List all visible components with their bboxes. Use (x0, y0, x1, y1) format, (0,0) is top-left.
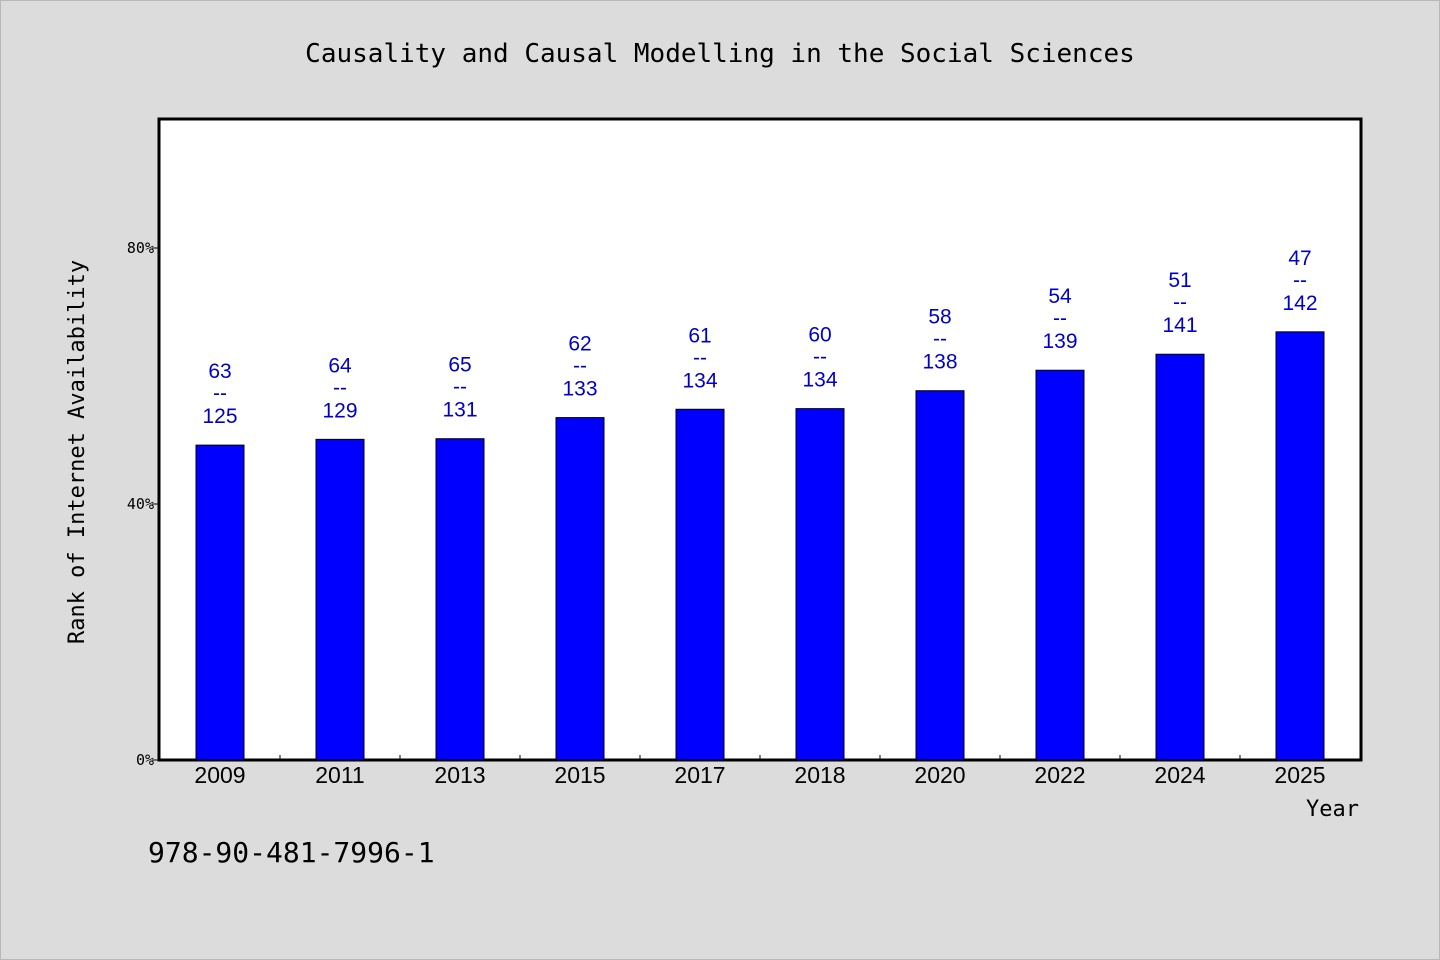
bar-2022 (1035, 369, 1085, 761)
data-label-bottom-2011: 129 (322, 399, 357, 422)
bar-2015 (555, 417, 605, 761)
x-axis: 2009 2011 2013 2015 2017 2018 2020 2022 2024 2025 (194, 755, 1326, 788)
y-axis-label: Rank of Internet Availability (65, 260, 90, 644)
bar-2018 (795, 408, 845, 761)
data-label-bottom-2009: 125 (202, 405, 237, 428)
y-tick-label-80pct: 80% (127, 239, 154, 257)
chart-title: Causality and Causal Modelling in the So… (305, 39, 1135, 69)
data-label-sep-2024: -- (1173, 291, 1187, 314)
data-label-sep-2017: -- (693, 346, 707, 369)
data-label-top-2025: 47 (1288, 247, 1311, 270)
data-label-top-2020: 58 (928, 306, 951, 329)
y-tick-label-0pct: 0% (136, 751, 154, 769)
data-label-sep-2025: -- (1293, 269, 1307, 292)
bar-2011 (315, 438, 365, 761)
y-axis: 0% 40% 80% (127, 239, 160, 769)
x-tick-label-2013: 2013 (434, 762, 485, 788)
isbn-footnote: 978-90-481-7996-1 (148, 836, 435, 869)
data-label-bottom-2018: 134 (802, 369, 837, 392)
data-label-bottom-2013: 131 (442, 399, 477, 422)
bar-2017 (675, 408, 725, 761)
bar-2025 (1275, 331, 1325, 761)
data-label-top-2011: 64 (328, 354, 352, 377)
data-label-sep-2020: -- (933, 328, 947, 351)
bar-2013 (435, 438, 485, 761)
data-label-bottom-2022: 139 (1042, 330, 1077, 353)
data-label-bottom-2025: 142 (1282, 292, 1317, 315)
data-label-top-2017: 61 (688, 324, 711, 347)
data-label-top-2018: 60 (808, 324, 831, 347)
data-label-sep-2009: -- (213, 382, 227, 405)
x-tick-label-2009: 2009 (194, 762, 245, 788)
data-label-bottom-2015: 133 (562, 378, 597, 401)
x-axis-label: Year (1306, 797, 1359, 822)
data-label-sep-2018: -- (813, 346, 827, 369)
data-label-top-2015: 62 (568, 333, 591, 356)
data-label-top-2022: 54 (1048, 285, 1072, 308)
data-label-bottom-2020: 138 (922, 351, 957, 374)
x-tick-label-2017: 2017 (674, 762, 725, 788)
x-tick-label-2025: 2025 (1274, 762, 1325, 788)
x-tick-label-2024: 2024 (1154, 762, 1205, 788)
data-label-sep-2015: -- (573, 355, 587, 378)
data-label-sep-2013: -- (453, 376, 467, 399)
data-label-top-2013: 65 (448, 354, 471, 377)
x-tick-label-2015: 2015 (554, 762, 605, 788)
x-tick-label-2018: 2018 (794, 762, 845, 788)
data-label-top-2009: 63 (208, 360, 231, 383)
data-labels-group: 63--12564--12965--13162--13361--13460--1… (202, 247, 1317, 428)
bar-2024 (1155, 353, 1205, 761)
data-label-sep-2022: -- (1053, 307, 1067, 330)
data-label-bottom-2017: 134 (682, 369, 717, 392)
data-label-top-2024: 51 (1168, 269, 1191, 292)
x-tick-label-2011: 2011 (315, 762, 364, 788)
y-tick-label-40pct: 40% (127, 495, 154, 513)
bars-group (195, 331, 1325, 761)
data-label-sep-2011: -- (333, 376, 347, 399)
x-tick-label-2022: 2022 (1034, 762, 1085, 788)
data-label-bottom-2024: 141 (1162, 314, 1197, 337)
x-tick-label-2020: 2020 (914, 762, 965, 788)
bar-2020 (915, 390, 965, 761)
bar-2009 (195, 444, 245, 761)
